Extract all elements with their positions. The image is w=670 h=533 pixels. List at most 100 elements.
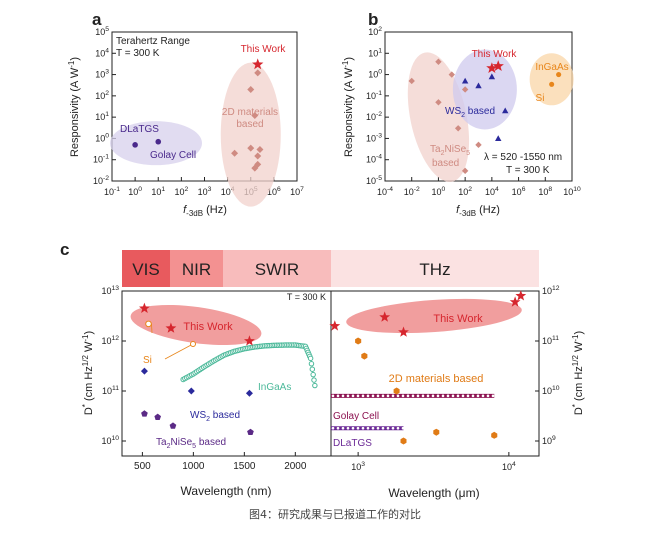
y-axis-label: D* (cm Hz1/2 W-1) xyxy=(571,331,585,415)
range-bar-dot xyxy=(376,394,380,398)
ingaas-curve-point xyxy=(312,382,318,389)
range-bar-dot xyxy=(406,394,410,398)
x-tick-label: 103 xyxy=(198,186,212,197)
panel-label-a: a xyxy=(92,10,102,29)
two-d-point xyxy=(256,146,264,154)
x-axis-label: Wavelength (μm) xyxy=(388,486,479,500)
panel-a: 10-110010110210310410510610710-210-11001… xyxy=(67,26,304,218)
y-tick-label: 10-3 xyxy=(366,132,382,143)
figure-caption: 图4：研究成果与已报道工作的对比 xyxy=(249,508,421,521)
range-bar-dot xyxy=(331,394,335,398)
y-axis-label: Responsivity (A W-1) xyxy=(67,57,81,157)
ta2-point xyxy=(141,410,148,417)
range-bar-dot xyxy=(381,394,385,398)
this-work-point xyxy=(139,302,150,313)
annotation-ws2: WS2 based xyxy=(445,106,495,119)
range-bar-dot xyxy=(376,426,380,430)
ta2-point xyxy=(247,428,254,435)
range-bar-dot xyxy=(341,426,345,430)
ws2-point xyxy=(488,73,496,80)
range-bar-dot xyxy=(351,426,355,430)
range-bar-dot xyxy=(336,426,340,430)
y-tick-label: 1011 xyxy=(102,385,119,396)
this-work-ellipse xyxy=(346,298,522,334)
this-work-point xyxy=(515,290,527,301)
annotation-golay: Golay Cell xyxy=(333,411,379,422)
range-bar-dot xyxy=(471,394,475,398)
annotation-2d: 2D materials xyxy=(222,107,278,118)
two-d-point xyxy=(254,160,262,168)
x-tick-label: 2000 xyxy=(284,461,307,472)
y-tick-label: 102 xyxy=(95,90,109,101)
this-work-ellipse xyxy=(130,304,262,346)
ws2-point xyxy=(475,82,482,89)
two-d-point xyxy=(491,431,498,439)
ta2-point xyxy=(461,86,469,93)
range-bar-dot xyxy=(411,394,415,398)
range-bar-dot xyxy=(446,394,450,398)
range-bar-dot xyxy=(441,394,445,398)
y-tick-label: 10-2 xyxy=(93,175,109,186)
range-bar-dot xyxy=(336,394,340,398)
range-bar-dot xyxy=(476,394,480,398)
range-bar-dot xyxy=(361,394,365,398)
y-tick-label: 1010 xyxy=(542,385,560,396)
annotation-ws2: WS2 based xyxy=(190,410,240,423)
range-bar-dot xyxy=(436,394,440,398)
band-nir xyxy=(170,250,223,287)
x-tick-label: 1010 xyxy=(563,186,581,197)
ws2-point xyxy=(245,389,253,397)
range-bar-dot xyxy=(356,426,360,430)
y-tick-label: 1012 xyxy=(101,335,119,346)
x-tick-label: 10-2 xyxy=(404,186,420,197)
this-work-point xyxy=(244,335,255,346)
this-work-point xyxy=(486,62,498,73)
ta2-point xyxy=(448,71,455,78)
annotation-this-work: This Work xyxy=(183,321,233,333)
annotation-this-work: This Work xyxy=(433,313,483,325)
annotation-ta2: Ta2NiSe5 based xyxy=(156,437,226,450)
annotation-golay: Golay Cell xyxy=(150,150,196,161)
ta2-point xyxy=(454,125,462,132)
x-tick-label: 102 xyxy=(174,186,188,197)
ws2-point xyxy=(461,77,469,84)
range-bar-dot xyxy=(351,394,355,398)
y-axis-label: Responsivity (A W-1) xyxy=(341,57,355,157)
range-bar-dot xyxy=(361,426,365,430)
si-point xyxy=(145,320,152,328)
x-tick-label: 107 xyxy=(290,186,304,197)
band-swir xyxy=(223,250,331,287)
y-tick-label: 101 xyxy=(368,47,382,58)
panel-c: VIS NIR SWIR THz 500 1000 1500 2000 1010 1011 1012… xyxy=(81,250,585,500)
dlatgs-point xyxy=(132,142,138,148)
range-bar-dot xyxy=(371,426,375,430)
y-tick-label: 102 xyxy=(368,26,382,37)
range-bar-dot xyxy=(386,426,390,430)
band-thz xyxy=(331,250,539,287)
annotation-this-work: This Work xyxy=(241,44,287,55)
range-bar-dot xyxy=(346,394,350,398)
y-tick-label: 1010 xyxy=(101,435,119,446)
si-point xyxy=(549,81,555,87)
x-tick-label: 102 xyxy=(458,186,472,197)
range-bar-dot xyxy=(386,394,390,398)
range-bar-dot xyxy=(396,426,400,430)
band-vis xyxy=(122,250,170,287)
x-axis-label: Wavelength (nm) xyxy=(181,484,272,498)
plot-frame xyxy=(384,31,573,182)
y-tick-label: 1013 xyxy=(101,285,119,296)
ingaas-curve-point xyxy=(307,355,314,362)
x-tick-label: 1000 xyxy=(182,461,205,472)
two-d-point xyxy=(254,152,262,160)
range-bar-dot xyxy=(451,394,455,398)
range-bar-dot xyxy=(491,394,495,398)
y-tick-label: 100 xyxy=(368,69,382,80)
x-axis-label: f-3dB (Hz) xyxy=(456,204,500,218)
ws2-point xyxy=(140,367,148,375)
ws2-point xyxy=(495,135,502,141)
range-bar-dot xyxy=(401,426,405,430)
this-work-point xyxy=(252,58,264,70)
two-d-point xyxy=(361,352,368,360)
ingaas-curve-point xyxy=(310,371,316,378)
